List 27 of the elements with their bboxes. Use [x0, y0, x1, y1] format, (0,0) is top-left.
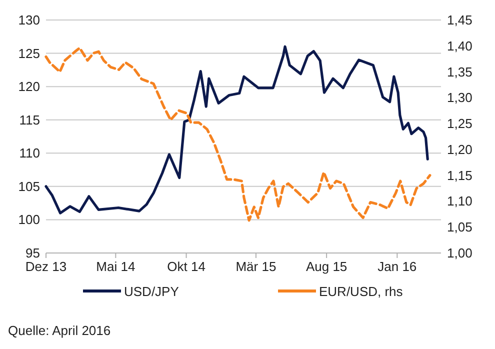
x-tick-label: Okt 14	[167, 259, 206, 274]
legend-label: EUR/USD, rhs	[319, 284, 404, 299]
x-tick-label: Jan 16	[378, 259, 417, 274]
y2-tick-label: 1,10	[447, 194, 472, 209]
y-tick-label: 105	[18, 178, 40, 194]
x-tick-label: Dez 13	[25, 259, 67, 274]
y2-tick-label: 1,45	[447, 12, 472, 28]
y-tick-label: 120	[18, 79, 40, 94]
x-tick-label: Mai 14	[96, 259, 136, 274]
y-tick-label: 100	[18, 212, 40, 228]
x-tick-label: Aug 15	[306, 259, 348, 274]
y-tick-label: 130	[18, 12, 40, 28]
y2-tick-label: 1,05	[447, 220, 472, 235]
y2-tick-label: 1,30	[447, 90, 472, 106]
y-tick-label: 95	[26, 246, 40, 260]
y2-tick-label: 1,25	[447, 116, 472, 132]
y2-tick-label: 1,00	[447, 246, 472, 260]
source-note: Quelle: April 2016	[8, 323, 111, 338]
y2-tick-label: 1,35	[447, 64, 472, 80]
y2-tick-label: 1,20	[447, 142, 472, 157]
y-tick-label: 110	[19, 146, 40, 161]
y-tick-label: 125	[18, 46, 40, 61]
y-tick-label: 115	[19, 112, 40, 128]
y2-tick-label: 1,40	[447, 38, 472, 54]
x-tick-label: Mär 15	[236, 259, 276, 274]
legend-label: USD/JPY	[124, 284, 180, 299]
y2-tick-label: 1,15	[447, 168, 472, 183]
